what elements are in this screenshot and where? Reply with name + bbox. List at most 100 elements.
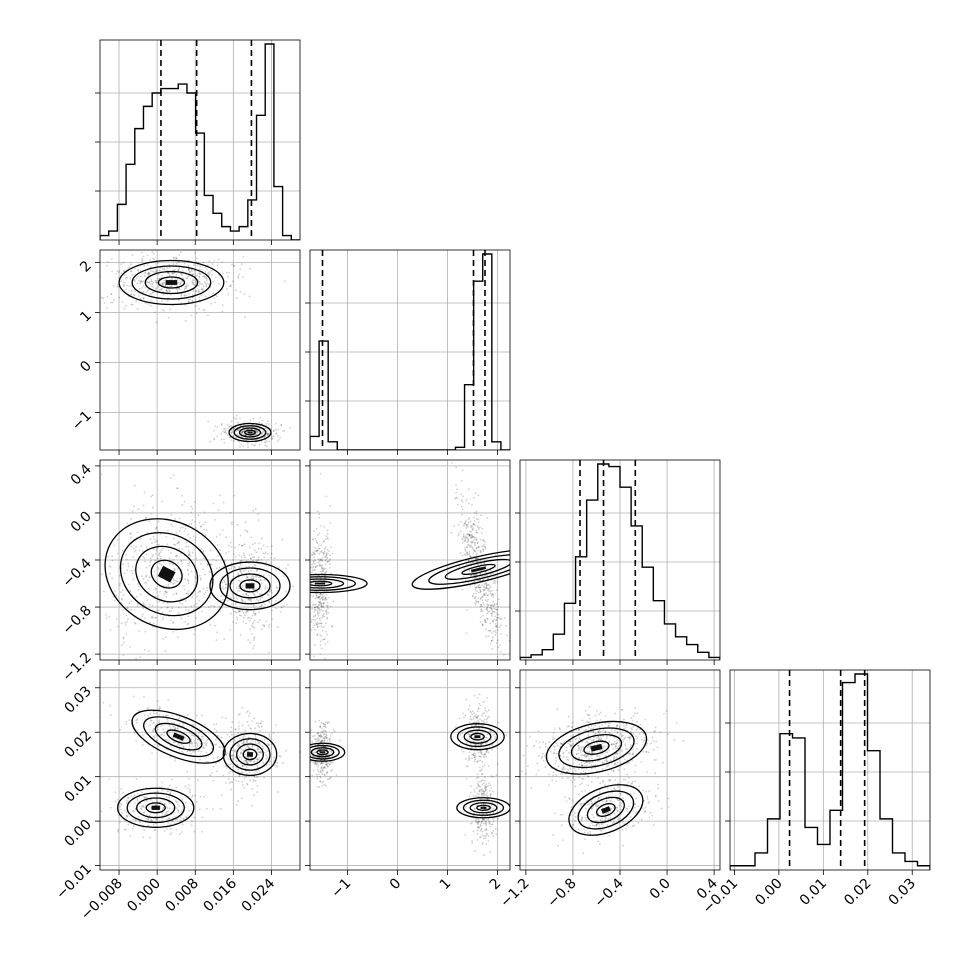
sample-point bbox=[481, 841, 484, 844]
sample-point bbox=[234, 728, 237, 731]
sample-point bbox=[483, 583, 486, 586]
sample-point bbox=[578, 763, 581, 766]
sample-point bbox=[158, 708, 160, 711]
sample-point bbox=[316, 610, 319, 612]
sample-point bbox=[464, 550, 467, 552]
sample-point bbox=[485, 586, 487, 589]
sample-point bbox=[496, 581, 499, 584]
sample-point bbox=[166, 285, 169, 288]
sample-point bbox=[476, 821, 479, 823]
sample-point bbox=[190, 741, 193, 744]
sample-point bbox=[483, 593, 486, 595]
sample-point bbox=[318, 564, 321, 567]
sample-point bbox=[482, 539, 485, 542]
sample-point bbox=[474, 755, 477, 758]
sample-point bbox=[118, 821, 121, 824]
sample-point bbox=[327, 537, 329, 540]
sample-point bbox=[474, 541, 477, 544]
sample-point bbox=[212, 558, 215, 561]
sample-point bbox=[325, 630, 327, 633]
sample-point bbox=[623, 768, 626, 771]
sample-point bbox=[266, 545, 269, 548]
sample-point bbox=[176, 487, 178, 490]
sample-point bbox=[475, 546, 478, 549]
sample-point bbox=[121, 812, 123, 814]
sample-point bbox=[270, 552, 273, 555]
sample-point bbox=[464, 805, 467, 808]
sample-point bbox=[174, 256, 177, 259]
sample-point bbox=[251, 565, 254, 568]
sample-point bbox=[133, 810, 136, 813]
sample-point bbox=[483, 718, 486, 721]
sample-point bbox=[133, 569, 136, 572]
sample-point bbox=[182, 526, 184, 529]
contour-level-2 bbox=[236, 743, 264, 766]
sample-point bbox=[102, 297, 105, 300]
sample-point bbox=[609, 732, 611, 735]
sample-point bbox=[318, 786, 321, 789]
sample-point bbox=[126, 276, 128, 279]
sample-point bbox=[663, 712, 665, 715]
sample-point bbox=[494, 625, 497, 628]
sample-point bbox=[476, 839, 479, 841]
sample-point bbox=[245, 612, 247, 615]
sample-point bbox=[197, 289, 200, 291]
sample-point bbox=[170, 523, 172, 526]
sample-point bbox=[644, 718, 647, 721]
sample-point bbox=[180, 296, 182, 299]
sample-point bbox=[470, 724, 473, 727]
sample-point bbox=[476, 557, 478, 560]
sample-point bbox=[473, 694, 476, 697]
sample-point bbox=[269, 561, 272, 564]
sample-point bbox=[227, 275, 230, 278]
sample-point bbox=[264, 585, 267, 588]
sample-point bbox=[97, 538, 99, 540]
sample-point bbox=[612, 757, 615, 759]
sample-point bbox=[604, 755, 607, 758]
sample-point bbox=[323, 766, 326, 769]
sample-point bbox=[230, 429, 233, 432]
sample-point bbox=[280, 606, 283, 608]
sample-point bbox=[477, 826, 480, 829]
sample-point bbox=[235, 616, 238, 619]
sample-point bbox=[471, 535, 474, 538]
sample-point bbox=[239, 569, 242, 572]
sample-point bbox=[283, 605, 285, 607]
sample-point bbox=[161, 500, 164, 503]
sample-point bbox=[491, 790, 494, 793]
sample-point bbox=[259, 592, 261, 595]
sample-point bbox=[110, 301, 113, 304]
sample-point bbox=[497, 646, 500, 649]
sample-point bbox=[212, 808, 214, 811]
sample-point bbox=[487, 821, 490, 824]
sample-point bbox=[478, 821, 481, 823]
sample-point bbox=[485, 755, 488, 758]
sample-point bbox=[251, 623, 254, 625]
sample-point bbox=[285, 567, 287, 570]
sample-point bbox=[258, 729, 261, 732]
sample-point bbox=[155, 549, 158, 551]
sample-point bbox=[239, 713, 241, 715]
sample-point bbox=[254, 614, 257, 617]
sample-point bbox=[580, 748, 583, 750]
sample-point bbox=[205, 529, 208, 532]
sample-point bbox=[166, 299, 169, 302]
sample-point bbox=[325, 772, 328, 775]
sample-point bbox=[331, 552, 334, 555]
sample-point bbox=[479, 704, 482, 707]
sample-point bbox=[112, 595, 115, 598]
sample-point bbox=[259, 576, 261, 579]
sample-point bbox=[187, 564, 189, 567]
sample-point bbox=[241, 737, 244, 739]
sample-scatter-3-2 bbox=[520, 706, 685, 855]
sample-point bbox=[205, 742, 208, 745]
sample-point bbox=[246, 610, 249, 613]
sample-point bbox=[465, 632, 468, 635]
sample-point bbox=[484, 787, 487, 790]
sample-point bbox=[244, 759, 247, 762]
sample-point bbox=[257, 556, 260, 559]
sample-point bbox=[125, 558, 128, 561]
sample-point bbox=[325, 610, 327, 613]
sample-point bbox=[187, 300, 190, 303]
sample-point bbox=[484, 715, 487, 717]
